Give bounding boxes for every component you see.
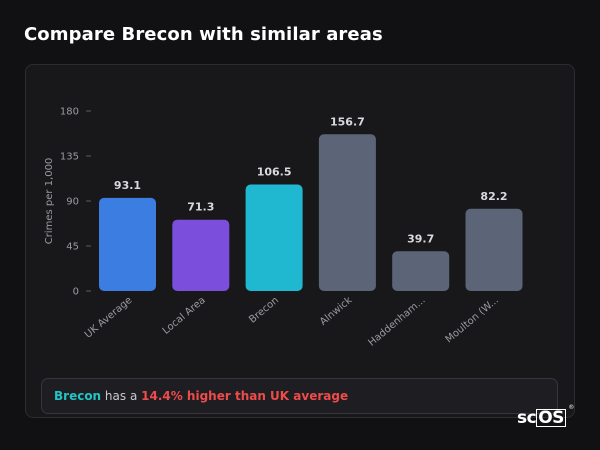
y-axis-label: Crimes per 1,000	[44, 158, 55, 245]
x-tick-label: Haddenham...	[366, 295, 427, 349]
bar	[172, 219, 230, 291]
x-tick-label: Brecon	[247, 295, 281, 326]
scos-logo: sc OS ®	[517, 404, 574, 428]
page-title: Compare Brecon with similar areas	[24, 24, 383, 45]
bar	[392, 251, 450, 291]
y-tick-label: 0	[73, 287, 79, 298]
y-tick-label: 45	[66, 242, 79, 253]
comparison-highlight: 14.4% higher than UK average	[141, 389, 349, 403]
summary-text: has a	[101, 389, 142, 403]
bar	[245, 184, 303, 291]
bar-value-label: 106.5	[257, 166, 292, 179]
y-tick-label: 90	[66, 197, 79, 208]
x-tick-label: Moulton (W...	[444, 295, 501, 346]
bar-value-label: 93.1	[114, 179, 141, 192]
y-tick-label: 180	[60, 107, 79, 118]
logo-sc: sc	[517, 408, 537, 428]
area-name: Brecon	[54, 389, 102, 403]
bar-value-label: 156.7	[330, 115, 365, 128]
bar	[99, 197, 156, 291]
logo-os: OS	[536, 408, 566, 428]
comparison-summary: Brecon has a 14.4% higher than UK averag…	[41, 378, 558, 414]
x-tick-label: UK Average	[83, 295, 135, 341]
bar-value-label: 71.3	[187, 201, 214, 214]
y-tick-label: 135	[60, 152, 79, 163]
x-tick-label: Local Area	[161, 295, 208, 337]
bar-value-label: 39.7	[407, 232, 434, 245]
bar	[465, 208, 523, 291]
bar-value-label: 82.2	[480, 190, 507, 203]
logo-registered: ®	[568, 404, 574, 411]
bar	[318, 134, 376, 291]
x-tick-label: Alnwick	[318, 295, 354, 328]
